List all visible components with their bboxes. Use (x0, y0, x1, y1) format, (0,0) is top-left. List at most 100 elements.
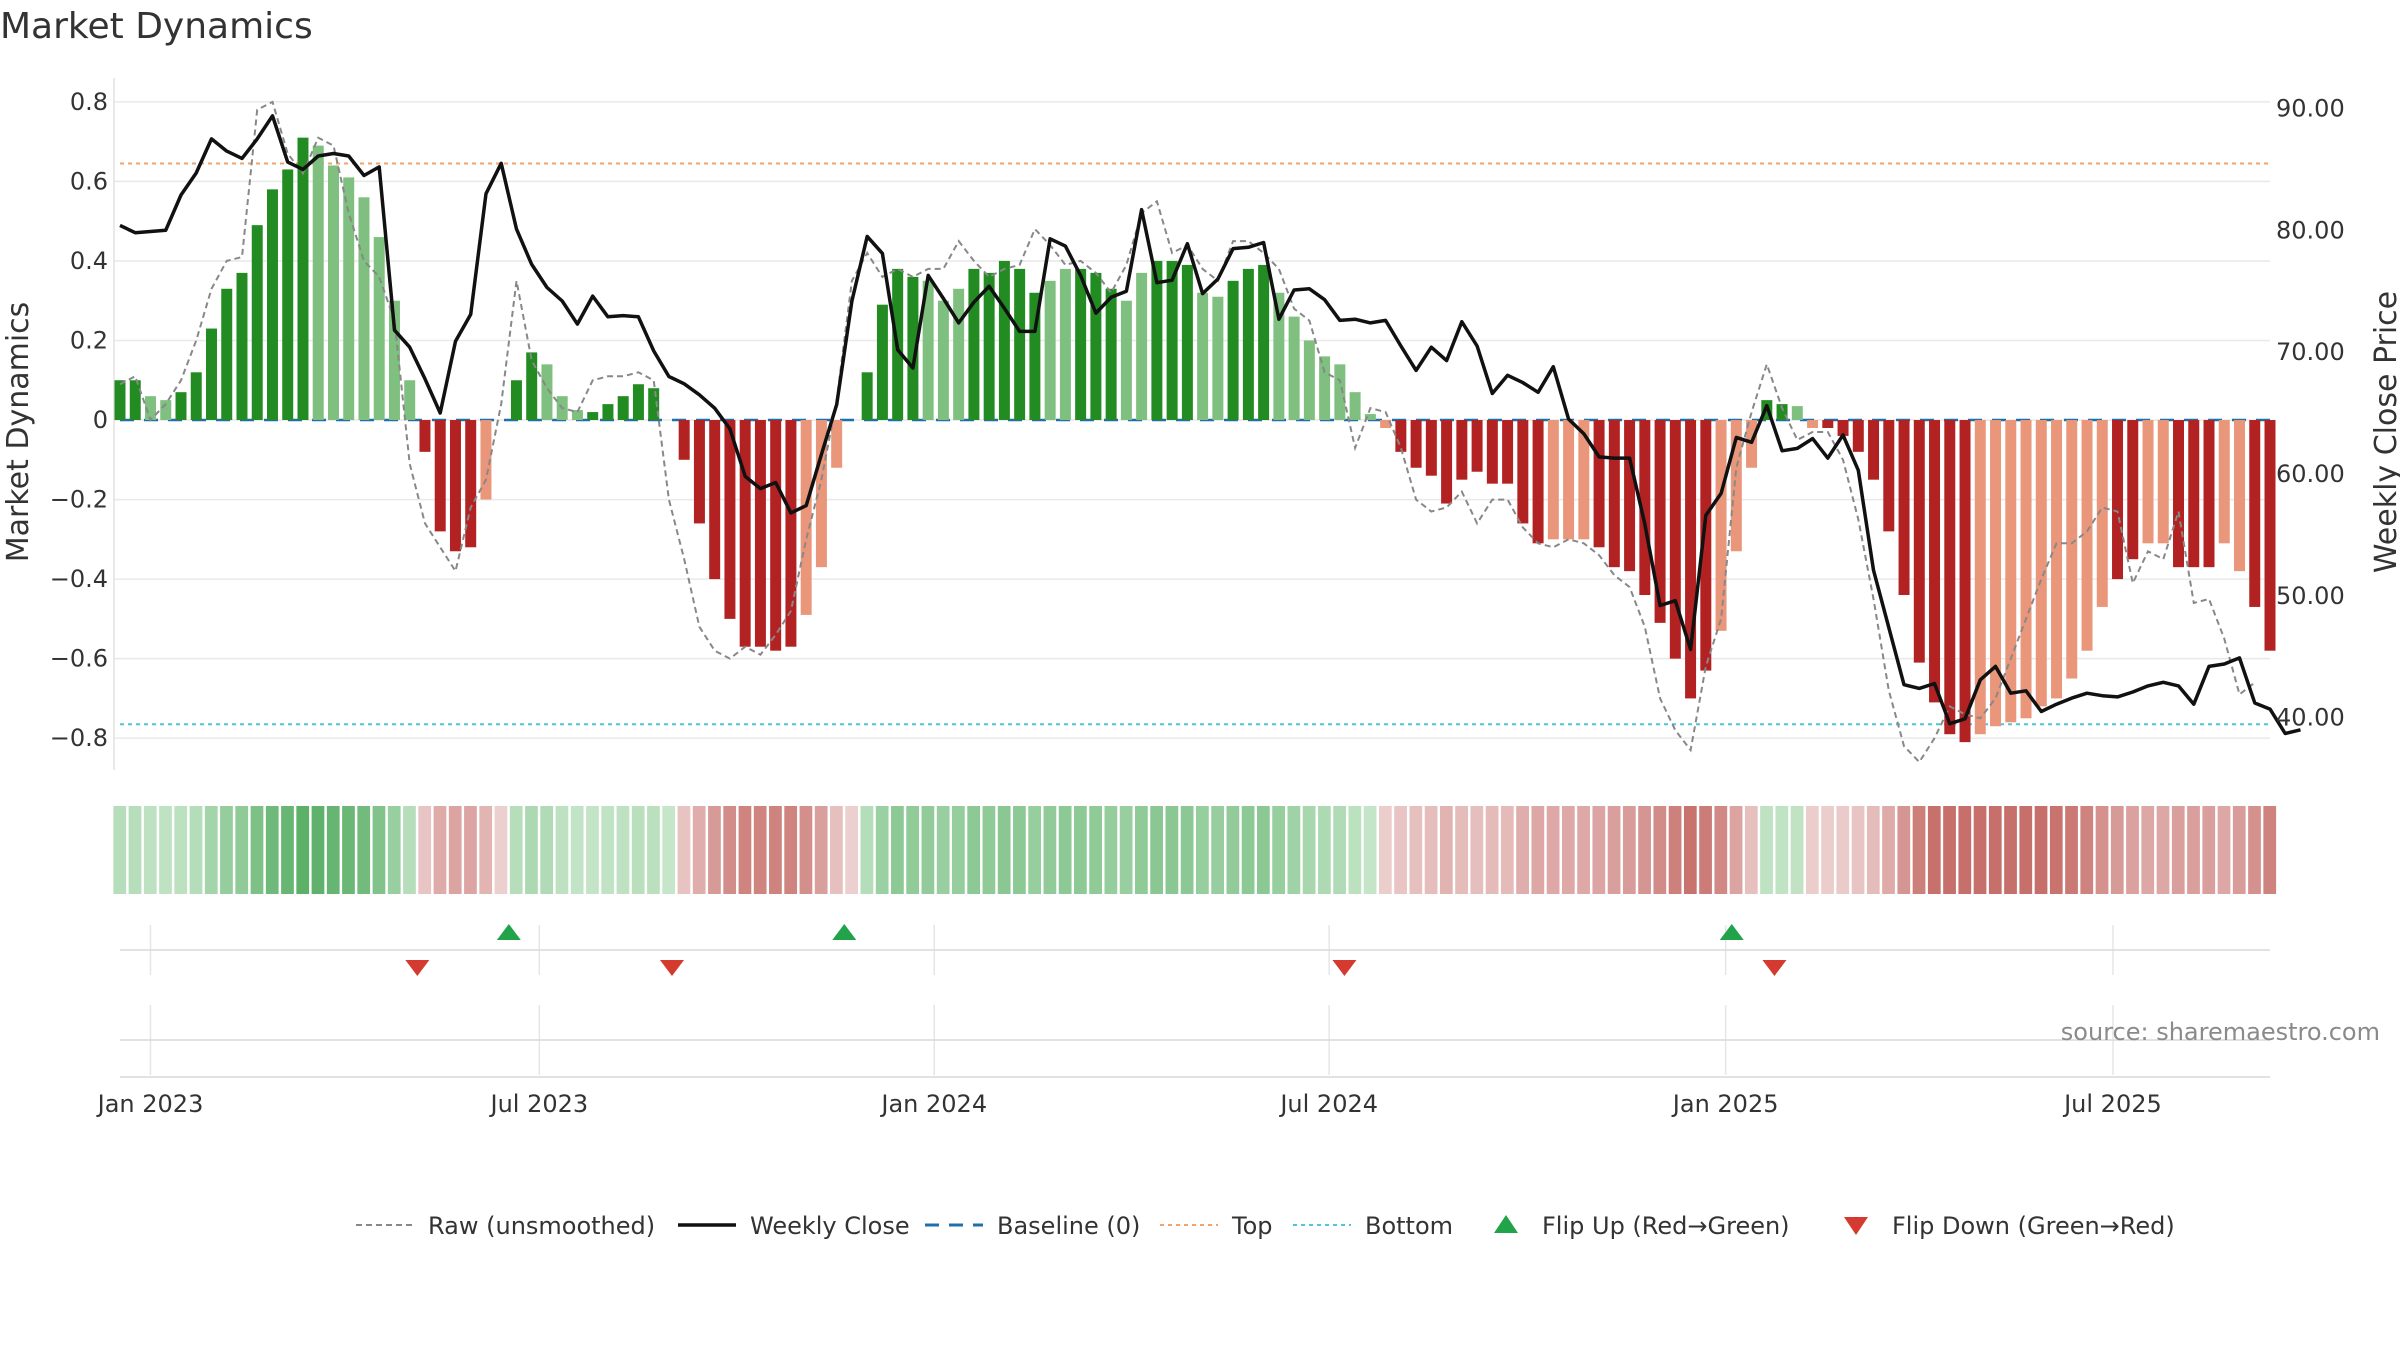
dynamics-bar (2264, 420, 2276, 651)
dynamics-bar (754, 420, 766, 647)
dynamics-bar (617, 396, 629, 421)
dynamics-bar (571, 410, 583, 421)
heat-strip-cell (2232, 806, 2246, 894)
dynamics-bar (2234, 420, 2245, 572)
dynamics-bar (1410, 420, 1422, 468)
dynamics-bar (1136, 272, 1148, 421)
legend-top-label: Top (1231, 1212, 1273, 1240)
heat-strip-cell (1531, 806, 1545, 894)
heat-strip-cell (1226, 806, 1240, 894)
bottom-panel (120, 1005, 2270, 1078)
heat-strip-cell (1760, 806, 1773, 894)
dynamics-bar (1456, 420, 1468, 480)
heat-strip-cell (921, 806, 935, 894)
dynamics-bar (297, 137, 309, 421)
dynamics-bar (1578, 420, 1590, 540)
heat-strip-cell (692, 806, 706, 894)
dynamics-bar (693, 420, 705, 524)
legend-flip-up-label: Flip Up (Red→Green) (1542, 1212, 1790, 1240)
dynamics-bar (1273, 292, 1285, 421)
y-tick-label: −0.8 (50, 724, 108, 752)
heat-strip-cell (677, 806, 691, 894)
dynamics-bar (785, 420, 797, 647)
dynamics-bar (2203, 420, 2215, 568)
heat-strip-cell (1927, 806, 1941, 894)
dynamics-bar (983, 272, 995, 421)
dynamics-bar (175, 392, 187, 421)
dynamics-bar (1319, 356, 1331, 421)
heat-strip-cell (1836, 806, 1850, 894)
dynamics-bar (1151, 260, 1163, 421)
heat-strip-cell (769, 806, 782, 894)
dynamics-bar (1242, 268, 1254, 421)
dynamics-bar (1791, 406, 1803, 421)
heat-strip-cell (1424, 806, 1438, 894)
heat-strip-cell (1775, 806, 1789, 894)
heat-strip-cell (2126, 806, 2139, 894)
dynamics-bar (1715, 420, 1727, 631)
dynamics-bar (815, 420, 827, 568)
dynamics-bar (1883, 420, 1895, 532)
dynamics-bar (2127, 420, 2139, 560)
flip-down-marker (405, 960, 430, 976)
flip-down-marker (1332, 960, 1357, 976)
flip-up-marker (832, 924, 857, 940)
heat-strip-cell (1912, 806, 1926, 894)
heat-strip-cell (1516, 806, 1529, 894)
dynamics-bar (1486, 420, 1498, 484)
heat-strip-cell (220, 806, 233, 894)
heat-strip-cell (1821, 806, 1834, 894)
dynamics-bar (1212, 296, 1224, 421)
dynamics-bar (770, 420, 782, 651)
dynamics-bar (1959, 420, 1971, 743)
dynamics-bar (1441, 420, 1453, 504)
weekly-close-line (119, 114, 2301, 736)
heat-strip-cell (1104, 806, 1118, 894)
heat-strip-cell (1638, 806, 1651, 894)
y2-tick-label: 90.00 (2276, 94, 2345, 122)
heat-strip-cell (113, 806, 127, 894)
dynamics-bar (160, 400, 172, 421)
dynamics-bar (1807, 420, 1819, 428)
heat-strip-cell (1973, 806, 1987, 894)
heat-strip-cell (1074, 806, 1087, 894)
dynamics-bar (1349, 392, 1361, 421)
heat-strip-cell (1028, 806, 1042, 894)
heat-strip-cell (936, 806, 950, 894)
dynamics-bar (236, 272, 248, 421)
heat-strip-cell (982, 806, 996, 894)
legend-flip-down-swatch (1844, 1217, 1868, 1235)
dynamics-bar (449, 420, 461, 552)
regime-heat-strip (113, 806, 2277, 894)
dynamics-bar (1944, 420, 1956, 735)
heat-strip-cell (1333, 806, 1346, 894)
dynamics-bar (206, 328, 217, 421)
dynamics-bar (998, 260, 1010, 421)
heat-strip-cell (311, 806, 325, 894)
heat-strip-cell (830, 806, 843, 894)
heat-strip-cell (1683, 806, 1697, 894)
dynamics-bar (876, 304, 888, 421)
heat-strip-cell (448, 806, 462, 894)
heat-strip-cell (845, 806, 859, 894)
heat-strip-cell (281, 806, 294, 894)
dynamics-bar (2081, 420, 2093, 651)
dynamics-bar (831, 420, 843, 468)
dynamics-bar (1517, 420, 1529, 524)
dynamics-bar (114, 380, 126, 421)
heat-strip-cell (1058, 806, 1072, 894)
dynamics-bars (114, 137, 2276, 743)
heat-strip-cell (1043, 806, 1057, 894)
heat-strip-cell (555, 806, 569, 894)
heat-strip-cell (2034, 806, 2048, 894)
heat-strip-cell (738, 806, 752, 894)
y-axis-ticks: 0.8 0.6 0.4 0.2 0 −0.2 −0.4 −0.6 −0.8 (50, 88, 108, 752)
source-label: source: sharemaestro.com (2061, 1018, 2380, 1046)
dynamics-bar (373, 237, 385, 421)
heat-strip-cell (1241, 806, 1255, 894)
dynamics-bar (1776, 404, 1788, 421)
dynamics-bar (968, 268, 980, 421)
dynamics-bar (1990, 420, 2002, 727)
heat-strip-cell (662, 806, 676, 894)
dynamics-bar (2020, 420, 2032, 719)
